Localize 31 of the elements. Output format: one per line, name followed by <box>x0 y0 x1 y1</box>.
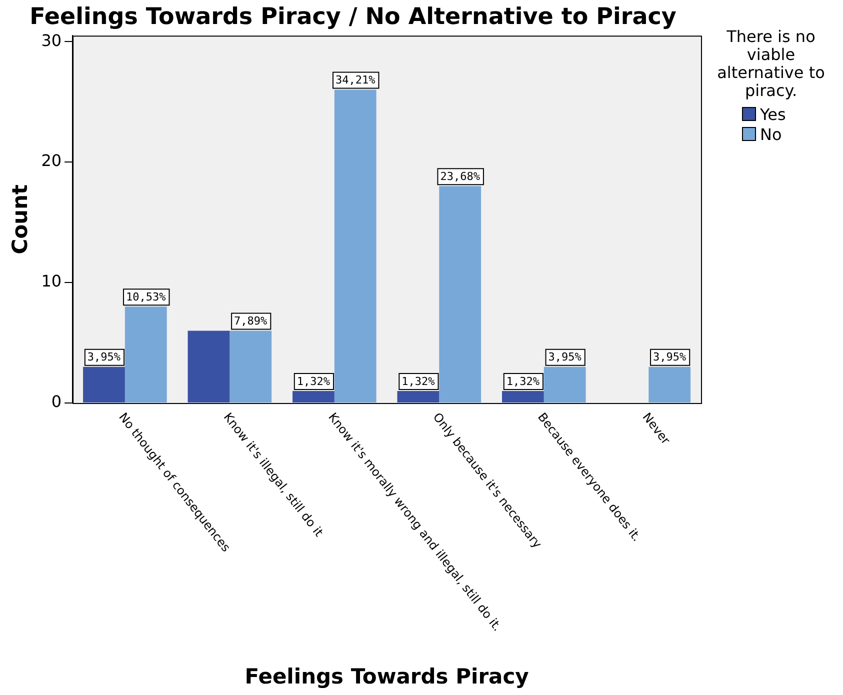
legend-title: There is no viable alternative to piracy. <box>716 27 826 100</box>
bar <box>397 390 440 402</box>
y-tick-label: 0 <box>51 392 62 412</box>
bar <box>124 306 167 402</box>
y-tick-label: 20 <box>41 151 62 170</box>
annotation: 1,32% <box>402 374 436 388</box>
bar <box>439 186 482 402</box>
bar <box>230 330 272 402</box>
bar <box>83 366 125 402</box>
bar <box>544 366 586 402</box>
annotation: 1,32% <box>506 374 540 388</box>
bar <box>648 366 691 402</box>
bar <box>334 90 376 402</box>
x-axis-title: Feelings Towards Piracy <box>244 664 530 688</box>
annotation: 34,21% <box>335 74 376 87</box>
legend-label: Yes <box>760 104 786 124</box>
annotation: 23,68% <box>440 170 480 184</box>
legend-label: No <box>760 124 782 144</box>
annotation: 3,95% <box>548 350 582 364</box>
bar <box>502 390 544 402</box>
bar <box>292 390 334 402</box>
annotation: 7,89% <box>234 314 268 328</box>
annotation: 3,95% <box>653 350 687 364</box>
bar <box>188 330 230 402</box>
y-tick-label: 30 <box>41 30 62 50</box>
annotation: 10,53% <box>126 290 166 304</box>
y-tick-label: 10 <box>41 272 62 291</box>
y-axis-title: Count <box>8 184 32 254</box>
annotation: 1,32% <box>296 374 330 388</box>
chart-title: Feelings Towards Piracy / No Alternative to Piracy <box>30 4 676 30</box>
annotation: 3,95% <box>87 350 121 364</box>
